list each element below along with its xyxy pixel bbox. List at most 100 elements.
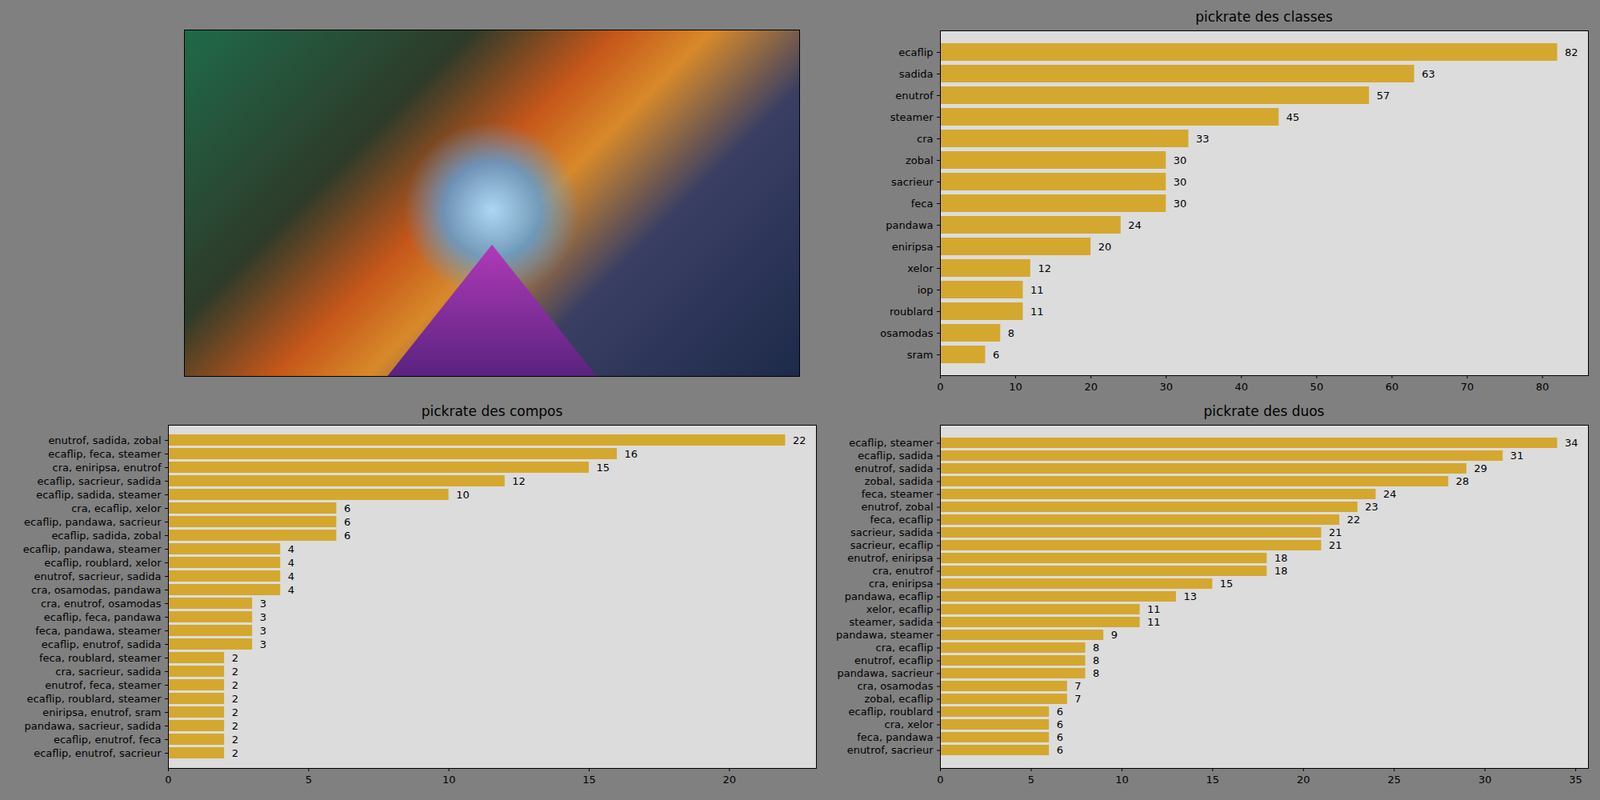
svg-text:24: 24 — [1128, 219, 1142, 232]
svg-text:28: 28 — [1456, 475, 1470, 488]
svg-text:6: 6 — [1056, 744, 1064, 756]
svg-text:6: 6 — [1056, 718, 1064, 731]
svg-text:enutrof, sadida, zobal: enutrof, sadida, zobal — [48, 434, 161, 447]
svg-text:3: 3 — [260, 611, 267, 624]
svg-text:2: 2 — [232, 692, 239, 705]
svg-text:20: 20 — [723, 773, 737, 786]
svg-text:eniripsa, enutrof, sram: eniripsa, enutrof, sram — [42, 706, 161, 719]
svg-text:15: 15 — [596, 461, 610, 474]
svg-text:30: 30 — [1173, 154, 1188, 167]
svg-text:35: 35 — [1568, 773, 1583, 786]
svg-text:sram: sram — [907, 348, 934, 361]
svg-text:enutrof, ecaflip: enutrof, ecaflip — [854, 654, 934, 667]
svg-text:feca, pandawa: feca, pandawa — [856, 731, 933, 744]
svg-text:ecaflip: ecaflip — [898, 46, 933, 59]
svg-text:0: 0 — [936, 380, 944, 393]
svg-text:cra, ecaflip: cra, ecaflip — [876, 641, 934, 654]
svg-text:31: 31 — [1510, 449, 1524, 462]
svg-text:40: 40 — [1235, 380, 1249, 393]
svg-text:cra, osamodas: cra, osamodas — [856, 680, 933, 692]
svg-text:7: 7 — [1074, 680, 1081, 692]
svg-text:15: 15 — [1220, 577, 1234, 590]
svg-text:enutrof, feca, steamer: enutrof, feca, steamer — [44, 679, 162, 692]
svg-text:ecaflip, roublard: ecaflip, roublard — [848, 705, 934, 718]
svg-text:zobal, ecaflip: zobal, ecaflip — [864, 692, 933, 705]
svg-text:sadida: sadida — [899, 68, 934, 80]
svg-text:cra, ecaflip, xelor: cra, ecaflip, xelor — [71, 502, 162, 515]
svg-text:zobal: zobal — [905, 154, 934, 167]
svg-text:cra, enutrof: cra, enutrof — [872, 564, 934, 577]
svg-text:5: 5 — [305, 773, 312, 786]
svg-text:ecaflip, sacrieur, sadida: ecaflip, sacrieur, sadida — [37, 475, 162, 488]
svg-text:30: 30 — [1478, 773, 1492, 786]
svg-text:cra: cra — [916, 132, 933, 145]
svg-text:21: 21 — [1328, 539, 1343, 552]
svg-text:50: 50 — [1310, 380, 1324, 393]
svg-text:pandawa, ecaflip: pandawa, ecaflip — [844, 590, 934, 603]
svg-text:xelor, ecaflip: xelor, ecaflip — [866, 603, 934, 616]
svg-text:steamer: steamer — [890, 111, 934, 124]
svg-text:10: 10 — [456, 488, 470, 501]
svg-text:11: 11 — [1147, 603, 1161, 616]
svg-text:12: 12 — [1037, 262, 1052, 275]
svg-text:5: 5 — [1028, 773, 1035, 786]
svg-text:29: 29 — [1473, 462, 1488, 475]
svg-text:cra, eniripsa: cra, eniripsa — [868, 577, 934, 590]
svg-text:sacrieur, ecaflip: sacrieur, ecaflip — [850, 539, 934, 552]
svg-text:18: 18 — [1274, 552, 1288, 564]
svg-text:57: 57 — [1376, 89, 1391, 102]
svg-text:21: 21 — [1328, 526, 1343, 539]
svg-text:ecaflip, feca, steamer: ecaflip, feca, steamer — [48, 448, 162, 460]
svg-text:63: 63 — [1421, 68, 1436, 80]
svg-text:4: 4 — [288, 543, 295, 556]
svg-text:7: 7 — [1074, 692, 1081, 705]
svg-text:zobal, sadida: zobal, sadida — [864, 475, 934, 488]
svg-text:ecaflip, sadida: ecaflip, sadida — [857, 449, 933, 462]
svg-text:10: 10 — [1115, 773, 1129, 786]
svg-text:ecaflip, enutrof, sacrieur: ecaflip, enutrof, sacrieur — [33, 747, 162, 760]
svg-text:pandawa: pandawa — [885, 219, 933, 232]
svg-text:eniripsa: eniripsa — [892, 240, 934, 253]
svg-text:10: 10 — [442, 773, 456, 786]
svg-text:8: 8 — [1092, 641, 1100, 654]
svg-text:6: 6 — [344, 529, 351, 542]
svg-text:feca, ecaflip: feca, ecaflip — [869, 513, 933, 526]
svg-text:pandawa, sacrieur, sadida: pandawa, sacrieur, sadida — [24, 720, 161, 732]
svg-text:sacrieur, sadida: sacrieur, sadida — [850, 526, 934, 539]
svg-text:24: 24 — [1383, 488, 1397, 500]
svg-text:cra, xelor: cra, xelor — [884, 718, 935, 731]
svg-text:15: 15 — [582, 773, 596, 786]
svg-text:2: 2 — [232, 679, 239, 692]
svg-text:4: 4 — [288, 570, 295, 583]
svg-text:feca, pandawa, steamer: feca, pandawa, steamer — [35, 624, 162, 637]
svg-text:4: 4 — [288, 584, 295, 596]
svg-text:6: 6 — [1056, 705, 1064, 718]
svg-text:18: 18 — [1274, 564, 1288, 577]
svg-text:82: 82 — [1564, 46, 1579, 59]
svg-text:30: 30 — [1159, 380, 1173, 393]
svg-text:9: 9 — [1111, 628, 1118, 641]
svg-text:10: 10 — [1008, 380, 1023, 393]
svg-text:4: 4 — [288, 556, 295, 569]
svg-text:ecaflip, enutrof, sadida: ecaflip, enutrof, sadida — [41, 638, 162, 651]
svg-text:8: 8 — [1092, 654, 1100, 667]
svg-text:ecaflip, enutrof, feca: ecaflip, enutrof, feca — [53, 733, 162, 746]
svg-text:20: 20 — [1098, 240, 1112, 253]
svg-text:ecaflip, pandawa, sacrieur: ecaflip, pandawa, sacrieur — [24, 516, 162, 528]
svg-text:6: 6 — [1056, 731, 1064, 744]
svg-text:20: 20 — [1296, 773, 1311, 786]
svg-text:feca, steamer: feca, steamer — [861, 488, 934, 500]
svg-text:2: 2 — [232, 706, 239, 719]
svg-text:16: 16 — [624, 448, 639, 460]
svg-text:ecaflip, pandawa, steamer: ecaflip, pandawa, steamer — [23, 543, 162, 556]
svg-text:iop: iop — [917, 284, 934, 296]
svg-text:ecaflip, steamer: ecaflip, steamer — [848, 436, 934, 449]
svg-text:3: 3 — [260, 638, 267, 651]
svg-text:pandawa, steamer: pandawa, steamer — [836, 628, 934, 641]
svg-text:ecaflip, sadida, steamer: ecaflip, sadida, steamer — [36, 488, 162, 501]
svg-text:enutrof, sadida: enutrof, sadida — [854, 462, 933, 475]
svg-text:sacrieur: sacrieur — [891, 176, 934, 188]
svg-text:12: 12 — [512, 475, 526, 488]
svg-text:2: 2 — [232, 652, 239, 664]
svg-text:2: 2 — [232, 720, 239, 732]
